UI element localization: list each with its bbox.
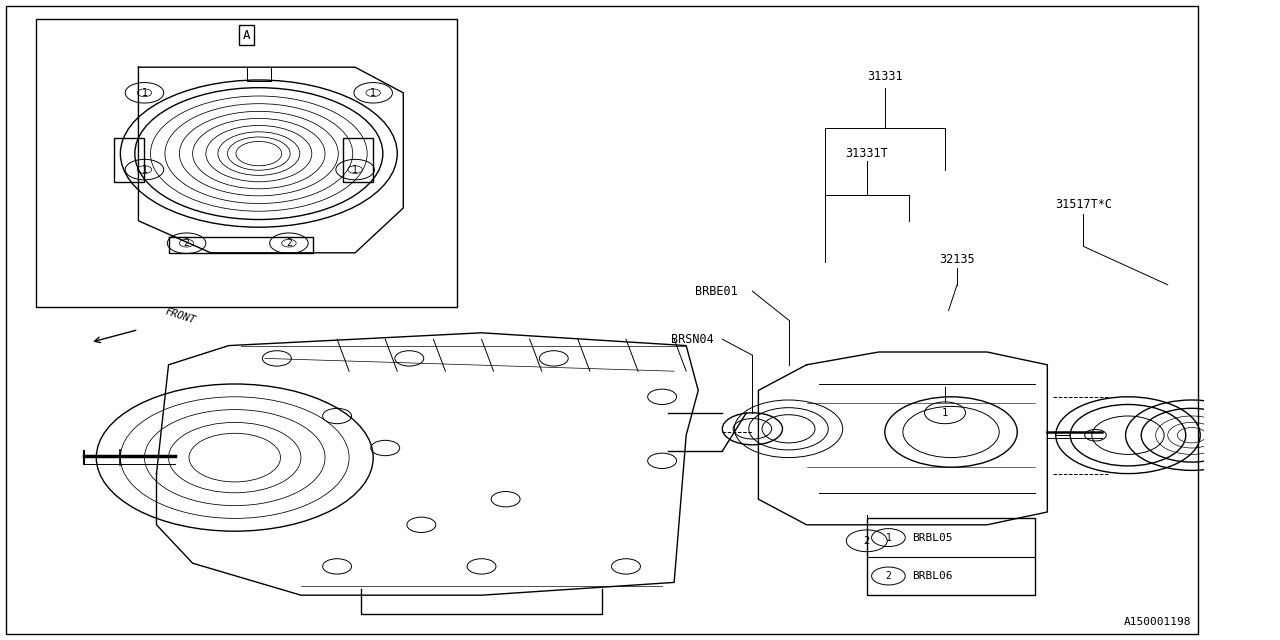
Text: BRBL06: BRBL06 (913, 571, 954, 581)
Text: BRBL05: BRBL05 (913, 532, 954, 543)
Text: 2: 2 (886, 571, 891, 581)
Text: 2: 2 (183, 238, 189, 248)
Text: A: A (243, 29, 251, 42)
Text: 1: 1 (352, 164, 358, 175)
Text: 1: 1 (942, 408, 948, 418)
Text: BRBE01: BRBE01 (695, 285, 737, 298)
Text: BRSN04: BRSN04 (671, 333, 713, 346)
Text: 32135: 32135 (940, 253, 975, 266)
Text: 2: 2 (285, 238, 292, 248)
Text: 1: 1 (370, 88, 376, 98)
Bar (36, 19, 457, 307)
Text: 31331T: 31331T (845, 147, 888, 160)
Polygon shape (1244, 426, 1267, 445)
Text: FRONT: FRONT (164, 306, 197, 325)
Text: 2: 2 (864, 536, 870, 546)
Text: 31517T*C: 31517T*C (1055, 198, 1112, 211)
Text: 1: 1 (886, 532, 891, 543)
Bar (867, 518, 1036, 595)
Text: 1: 1 (142, 88, 147, 98)
Bar (114, 138, 145, 182)
Text: A150001198: A150001198 (1124, 617, 1192, 627)
Text: 1: 1 (142, 164, 147, 175)
Text: 31331: 31331 (867, 70, 902, 83)
Bar (343, 138, 374, 182)
